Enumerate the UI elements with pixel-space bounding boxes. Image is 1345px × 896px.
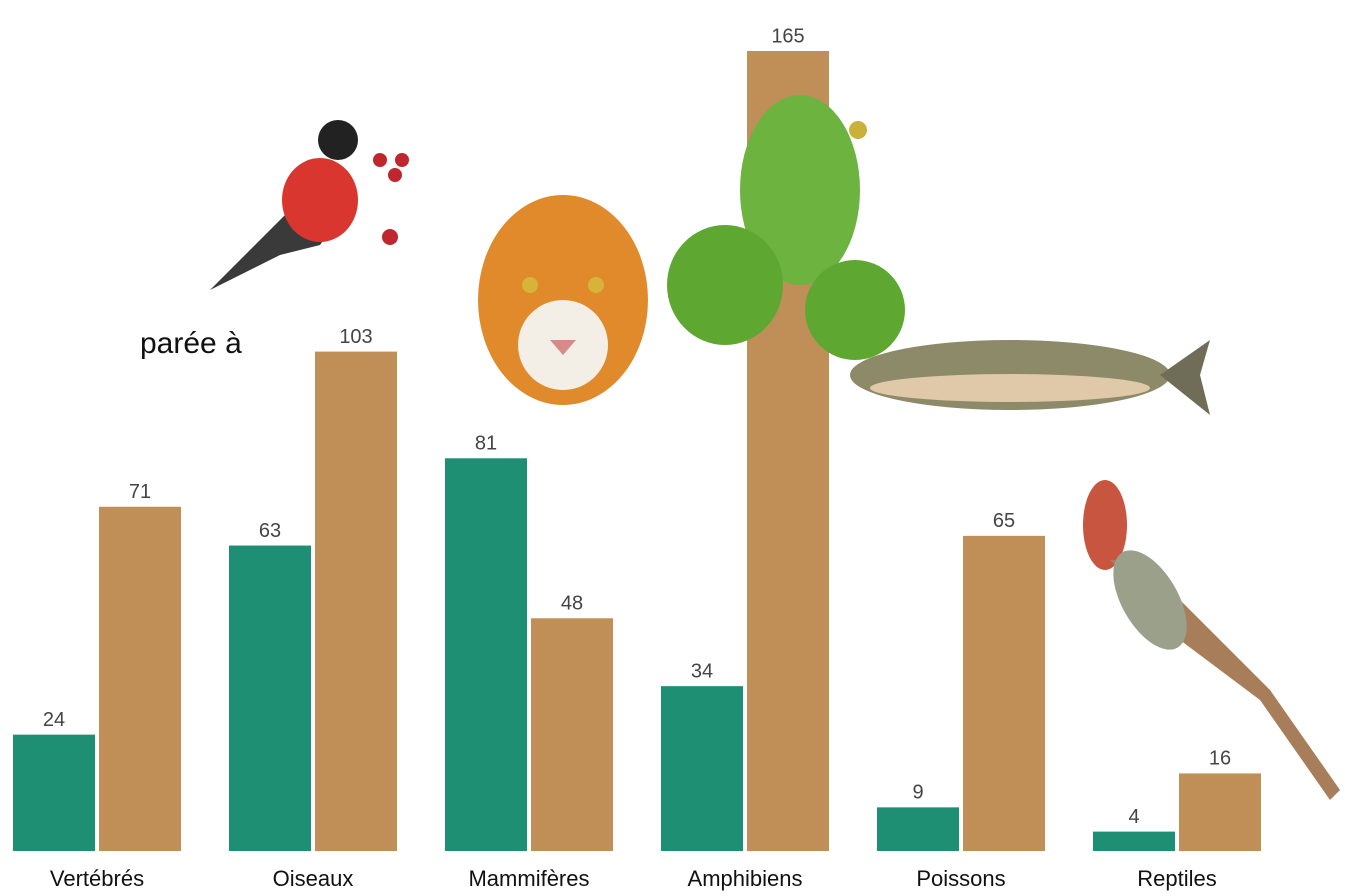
value-label: 63 — [259, 520, 281, 542]
value-label: 65 — [993, 510, 1015, 532]
bar — [1179, 773, 1261, 851]
bar — [661, 686, 743, 851]
frog-illustration — [667, 95, 905, 360]
value-label: 165 — [771, 25, 804, 47]
value-label: 48 — [561, 593, 583, 615]
bar — [445, 458, 527, 851]
bar — [229, 545, 311, 851]
x-tick-label: Oiseaux — [273, 866, 354, 891]
bar — [531, 618, 613, 851]
value-label: 34 — [691, 660, 713, 682]
fish-illustration — [850, 340, 1210, 415]
tiger-illustration — [478, 195, 648, 405]
value-label: 16 — [1209, 748, 1231, 770]
bird-illustration — [210, 120, 409, 290]
x-tick-label: Mammifères — [468, 866, 589, 891]
value-label: 9 — [912, 782, 923, 804]
gecko-illustration — [1083, 480, 1340, 800]
value-label: 103 — [339, 326, 372, 348]
value-label: 81 — [475, 433, 497, 455]
x-tick-label: Amphibiens — [688, 866, 803, 891]
bar — [963, 535, 1045, 851]
bar — [315, 351, 397, 851]
annotation: parée à — [140, 327, 242, 360]
value-label: 4 — [1128, 806, 1139, 828]
x-tick-label: Poissons — [916, 866, 1005, 891]
value-label: 24 — [43, 709, 65, 731]
bar — [13, 734, 95, 851]
bar — [99, 506, 181, 851]
value-label: 71 — [129, 481, 151, 503]
x-tick-label: Vertébrés — [50, 866, 144, 891]
bar — [1093, 831, 1175, 851]
bar — [877, 807, 959, 851]
x-tick-label: Reptiles — [1137, 866, 1216, 891]
